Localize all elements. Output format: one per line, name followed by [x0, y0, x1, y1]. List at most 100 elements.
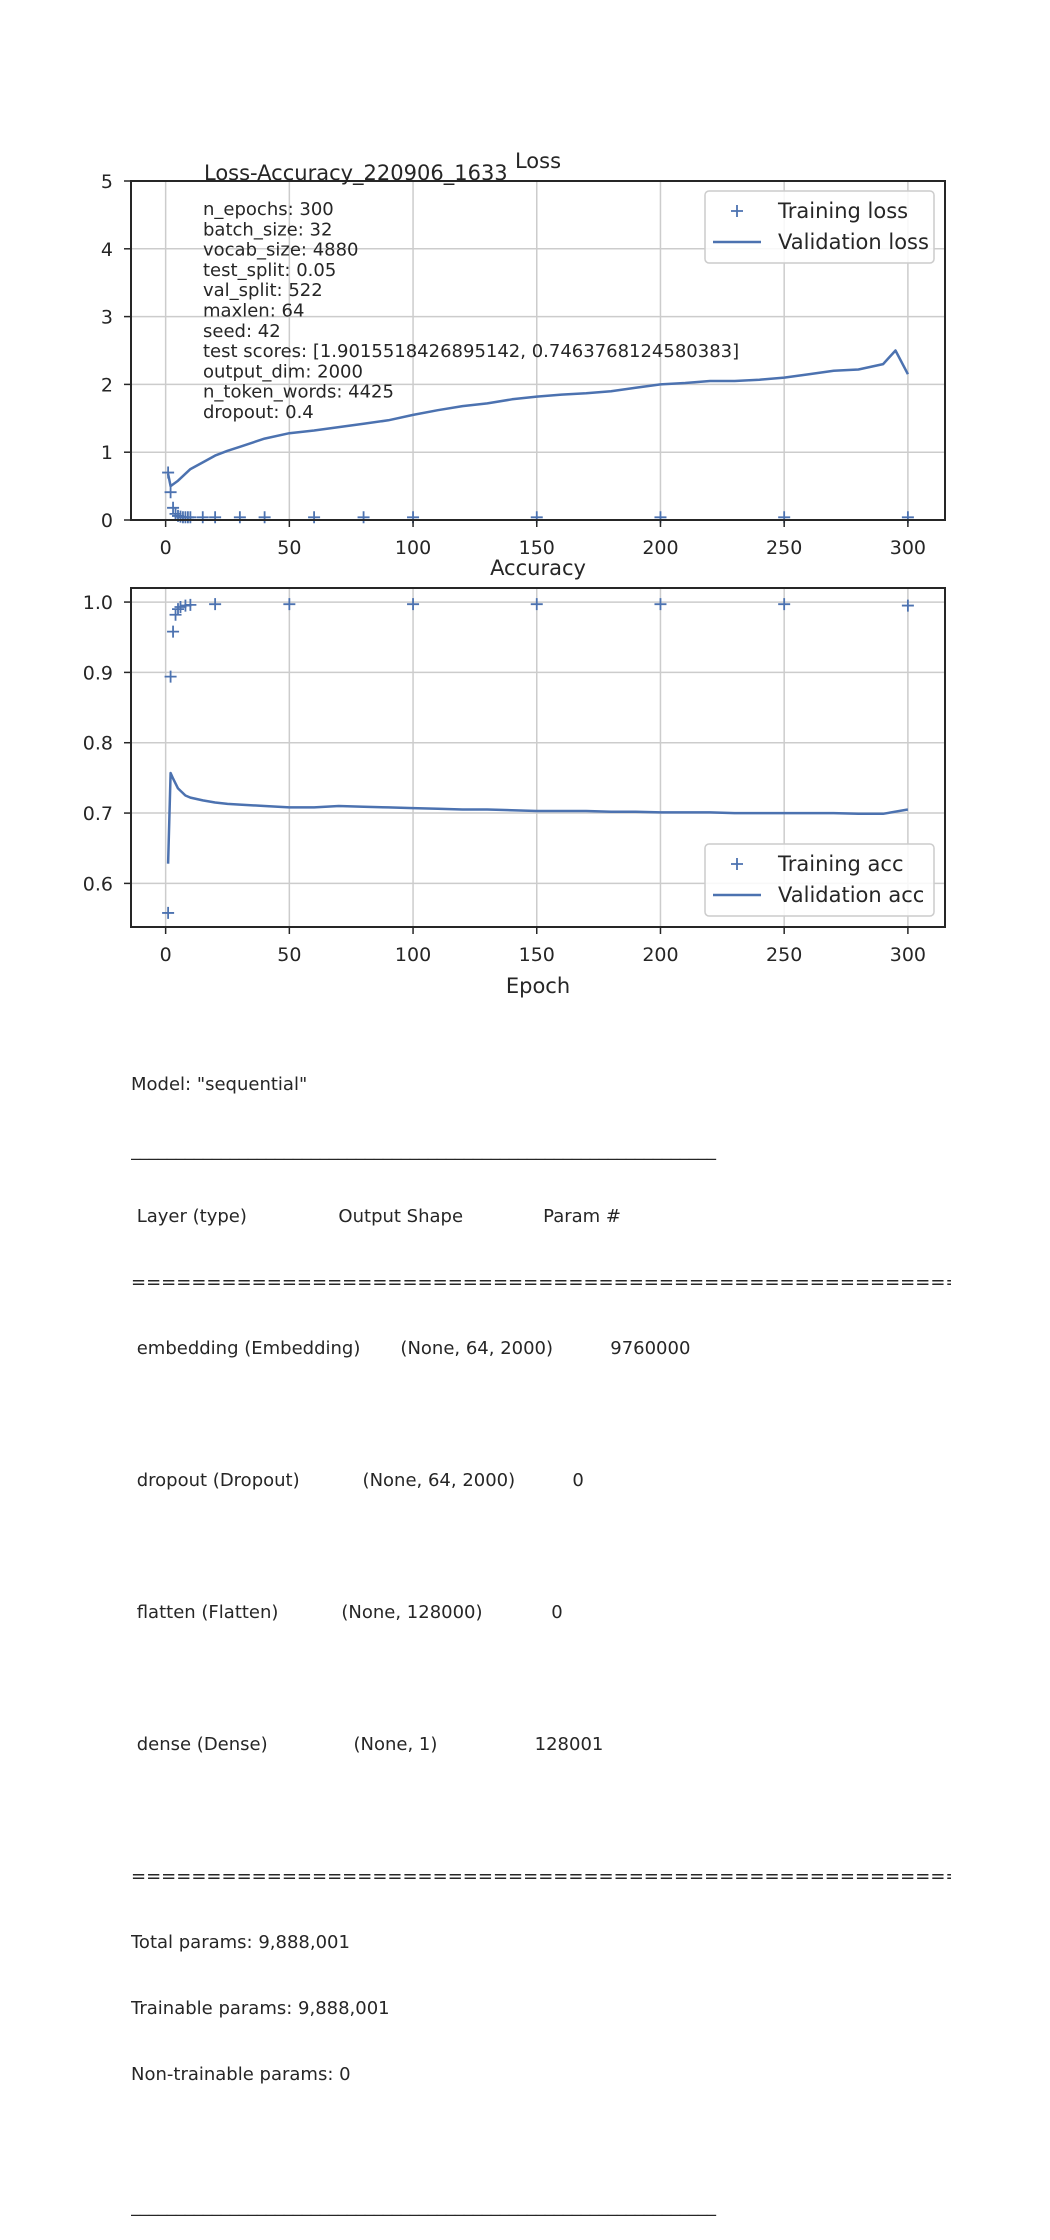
accuracy-legend-label: Training acc [777, 852, 904, 876]
accuracy-x-tick-label: 0 [160, 944, 172, 966]
run-info-line: n_token_words: 4425 [203, 382, 394, 403]
accuracy-y-tick-label: 0.9 [83, 662, 113, 684]
loss-chart: 0 50 100 150 200 250 300 0 1 2 3 4 5 Loss Training l… [101, 149, 946, 559]
total-params: Total params: 9,888,001 [131, 1932, 350, 1953]
model-summary: Model: "sequential" ____________________… [131, 1030, 951, 2240]
accuracy-training-point [174, 600, 187, 613]
loss-y-tick-label: 3 [101, 307, 113, 329]
loss-x-tick-label: 0 [160, 537, 172, 559]
loss-validation-line [166, 349, 910, 488]
loss-chart-title: Loss [515, 149, 561, 173]
accuracy-x-axis-label: Epoch [506, 974, 570, 998]
loss-training-point [258, 511, 271, 524]
loss-y-tick-label: 1 [101, 442, 113, 464]
summary-eq-top: ========================================… [131, 1272, 951, 1293]
accuracy-y-tick-label: 0.7 [83, 803, 113, 825]
loss-legend-marker [731, 205, 743, 217]
run-info-line: output_dim: 2000 [203, 361, 363, 382]
accuracy-training-point [283, 598, 296, 611]
summary-eq-bottom: ========================================… [131, 1866, 951, 1887]
accuracy-x-tick-label: 50 [277, 944, 301, 966]
accuracy-legend-marker [731, 858, 743, 870]
run-info-line: seed: 42 [203, 321, 281, 342]
loss-training-point [164, 486, 177, 499]
model-name-line: Model: "sequential" [131, 1074, 308, 1095]
accuracy-legend-label: Validation acc [778, 883, 924, 907]
loss-x-tick-label: 300 [890, 537, 926, 559]
loss-legend-label: Validation loss [778, 230, 929, 254]
run-info-line: maxlen: 64 [203, 301, 304, 322]
loss-training-point [209, 511, 222, 524]
loss-training-point [357, 511, 370, 524]
run-info-line: test_split: 0.05 [203, 260, 336, 281]
loss-x-tick-label: 200 [642, 537, 678, 559]
accuracy-training-point [172, 603, 185, 616]
run-info-line: dropout: 0.4 [203, 402, 314, 423]
accuracy-x-tick-label: 100 [395, 944, 431, 966]
accuracy-x-tick-label: 200 [642, 944, 678, 966]
loss-y-tick-label: 2 [101, 374, 113, 396]
accuracy-y-tick-label: 0.6 [83, 873, 113, 895]
loss-legend: Training loss Validation loss [704, 190, 935, 264]
run-info-line: vocab_size: 4880 [203, 240, 359, 261]
loss-training-point [169, 507, 182, 520]
loss-legend-box [704, 190, 935, 264]
loss-training-point [167, 501, 180, 514]
loss-training-point [308, 511, 321, 524]
run-info-line: n_epochs: 300 [203, 199, 334, 220]
accuracy-legend: Training acc Validation acc [704, 843, 935, 917]
layer-row: dropout (Dropout) (None, 64, 2000) 0 [131, 1470, 636, 1491]
figure: 0 50 100 150 200 250 300 0 1 2 3 4 5 Loss Training l… [83, 149, 946, 998]
accuracy-ticks: 0 50 100 150 200 250 300 0.6 0.7 0.8 0.9 1.0 [83, 592, 926, 966]
figure-title: Loss-Accuracy_220906_1633 [204, 161, 508, 186]
run-info-line: batch_size: 32 [203, 219, 332, 240]
accuracy-training-point [407, 598, 420, 611]
loss-plot-frame [130, 180, 946, 521]
layer-row: dense (Dense) (None, 1) 128001 [131, 1734, 627, 1755]
loss-training-point [196, 511, 209, 524]
accuracy-plot-frame [130, 587, 946, 928]
accuracy-x-tick-label: 250 [766, 944, 802, 966]
non-trainable-params: Non-trainable params: 0 [131, 2064, 351, 2085]
layer-row: flatten (Flatten) (None, 128000) 0 [131, 1602, 615, 1623]
loss-y-tick-label: 0 [101, 510, 113, 532]
loss-x-tick-label: 100 [395, 537, 431, 559]
accuracy-training-point [530, 598, 543, 611]
loss-ticks: 0 50 100 150 200 250 300 0 1 2 3 4 5 [101, 171, 926, 559]
loss-x-tick-label: 250 [766, 537, 802, 559]
accuracy-training-point [184, 598, 197, 611]
accuracy-training-point [162, 906, 175, 919]
accuracy-y-tick-label: 0.8 [83, 733, 113, 755]
accuracy-validation-line [166, 771, 909, 864]
layer-row: embedding (Embedding) (None, 64, 2000) 9… [131, 1338, 708, 1359]
accuracy-training-point [167, 625, 180, 638]
accuracy-y-tick-label: 1.0 [83, 592, 113, 614]
loss-x-tick-label: 50 [277, 537, 301, 559]
loss-x-tick-label: 150 [519, 537, 555, 559]
accuracy-x-tick-label: 300 [890, 944, 926, 966]
summary-rule-bottom: ________________________________________… [131, 2196, 716, 2217]
run-info-line: val_split: 522 [203, 280, 323, 301]
summary-header: Layer (type) Output Shape Param # [131, 1206, 639, 1227]
loss-training-point [184, 511, 197, 524]
accuracy-series [162, 598, 914, 919]
trainable-params: Trainable params: 9,888,001 [131, 1998, 390, 2019]
accuracy-training-point [654, 598, 667, 611]
summary-rule-top: ________________________________________… [131, 1140, 716, 1161]
accuracy-legend-box [704, 843, 935, 917]
loss-training-point [233, 511, 246, 524]
loss-y-tick-label: 5 [101, 171, 113, 193]
accuracy-training-point [778, 598, 791, 611]
accuracy-x-tick-label: 150 [519, 944, 555, 966]
accuracy-training-point [169, 608, 182, 621]
accuracy-training-point [901, 599, 914, 612]
accuracy-chart: 0 50 100 150 200 250 300 0.6 0.7 0.8 0.9 1.0 Accura… [83, 556, 946, 998]
accuracy-chart-title: Accuracy [490, 556, 586, 580]
accuracy-grid [131, 588, 945, 927]
run-info-line: test scores: [1.9015518426895142, 0.7463… [203, 341, 739, 362]
loss-y-tick-label: 4 [101, 239, 113, 261]
accuracy-training-point [164, 670, 177, 683]
loss-legend-label: Training loss [777, 199, 908, 223]
accuracy-training-point [209, 598, 222, 611]
